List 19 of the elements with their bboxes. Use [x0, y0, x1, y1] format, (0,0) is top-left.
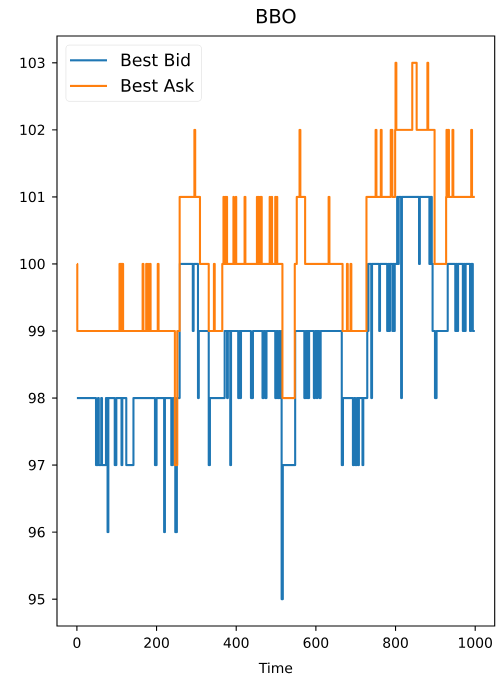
y-tick-label: 96: [28, 526, 45, 538]
x-tick-label: 800: [383, 637, 408, 648]
y-tick-label: 97: [28, 460, 44, 470]
legend-label: Best Bid: [122, 53, 190, 66]
x-tick-label: 1000: [459, 637, 492, 648]
y-tick-label: 100: [20, 258, 45, 270]
chart-title: BBO: [256, 8, 296, 24]
x-tick-label: 0: [73, 637, 80, 648]
y-tick-label: 101: [20, 192, 44, 202]
y-tick-label: 99: [28, 326, 45, 336]
x-tick-label: 400: [224, 637, 249, 648]
x-tick-label: 600: [304, 637, 328, 648]
x-axis-title: Time: [258, 662, 292, 674]
y-tick-label: 103: [20, 58, 44, 68]
y-tick-label: 98: [28, 392, 45, 404]
legend-label: Best Ask: [122, 78, 194, 92]
x-tick-label: 200: [144, 637, 169, 648]
y-tick-label: 102: [20, 124, 44, 136]
y-tick-label: 95: [28, 594, 44, 604]
